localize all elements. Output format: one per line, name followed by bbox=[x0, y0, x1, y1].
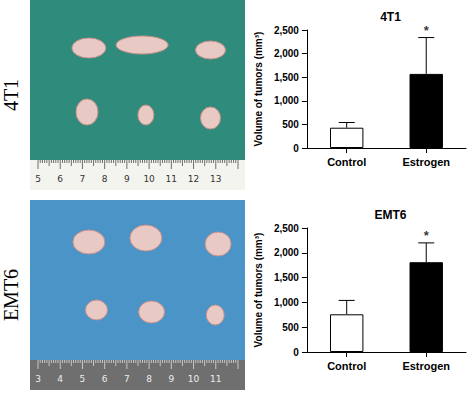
svg-text:7: 7 bbox=[80, 174, 86, 184]
svg-text:9: 9 bbox=[168, 374, 174, 384]
svg-text:1,000: 1,000 bbox=[274, 95, 299, 106]
svg-text:7: 7 bbox=[124, 374, 130, 384]
svg-text:8: 8 bbox=[102, 174, 108, 184]
svg-text:9: 9 bbox=[124, 174, 130, 184]
svg-text:8: 8 bbox=[146, 374, 152, 384]
svg-text:4: 4 bbox=[57, 374, 63, 384]
svg-text:12: 12 bbox=[188, 174, 199, 184]
svg-text:5: 5 bbox=[35, 174, 41, 184]
svg-text:3: 3 bbox=[35, 374, 41, 384]
svg-text:6: 6 bbox=[57, 174, 63, 184]
svg-text:Control: Control bbox=[327, 360, 366, 372]
svg-text:4T1: 4T1 bbox=[0, 79, 22, 111]
svg-text:5: 5 bbox=[80, 374, 86, 384]
svg-text:0: 0 bbox=[293, 347, 299, 358]
svg-text:*: * bbox=[424, 228, 430, 243]
svg-text:4T1: 4T1 bbox=[380, 10, 401, 24]
svg-text:Estrogen: Estrogen bbox=[402, 360, 450, 372]
svg-text:1,000: 1,000 bbox=[274, 297, 299, 308]
svg-text:11: 11 bbox=[210, 374, 221, 384]
svg-text:6: 6 bbox=[102, 374, 108, 384]
svg-text:500: 500 bbox=[282, 322, 299, 333]
svg-text:*: * bbox=[424, 23, 430, 38]
svg-text:10: 10 bbox=[188, 374, 200, 384]
svg-text:Control: Control bbox=[327, 156, 366, 168]
svg-text:1,500: 1,500 bbox=[274, 272, 299, 283]
svg-text:Estrogen: Estrogen bbox=[402, 156, 450, 168]
svg-text:EMT6: EMT6 bbox=[374, 208, 406, 222]
svg-text:2,000: 2,000 bbox=[274, 247, 299, 258]
svg-text:Volume of tumors (mm³): Volume of tumors (mm³) bbox=[253, 32, 264, 147]
svg-text:1,500: 1,500 bbox=[274, 72, 299, 83]
svg-text:10: 10 bbox=[143, 174, 155, 184]
svg-text:EMT6: EMT6 bbox=[0, 269, 22, 321]
svg-text:13: 13 bbox=[210, 174, 221, 184]
svg-text:2,500: 2,500 bbox=[274, 223, 299, 234]
svg-text:2,500: 2,500 bbox=[274, 25, 299, 36]
svg-text:0: 0 bbox=[293, 143, 299, 154]
svg-text:2,000: 2,000 bbox=[274, 48, 299, 59]
svg-text:500: 500 bbox=[282, 119, 299, 130]
svg-text:Volume of tumors (mm³): Volume of tumors (mm³) bbox=[253, 233, 264, 348]
svg-text:11: 11 bbox=[166, 174, 177, 184]
